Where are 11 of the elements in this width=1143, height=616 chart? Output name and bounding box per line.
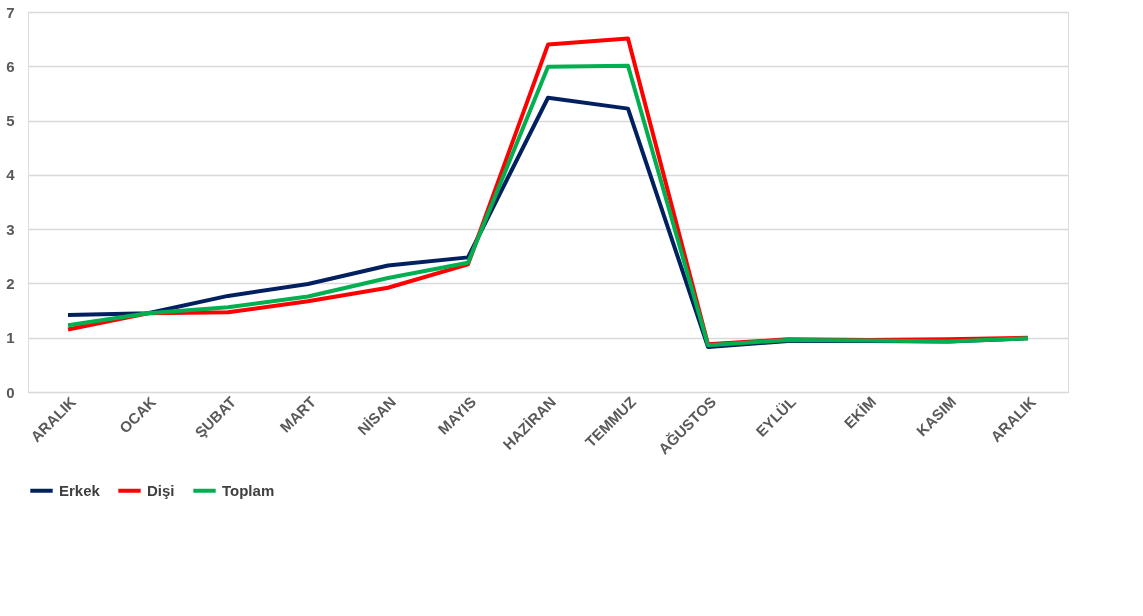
y-tick-label: 6 [6,57,15,75]
legend-label: Dişi [147,481,175,499]
legend-label: Erkek [59,481,101,499]
y-tick-label: 1 [6,329,15,347]
y-tick-label: 2 [6,274,15,292]
y-tick-label: 0 [6,383,15,401]
legend-label: Toplam [222,481,275,499]
y-tick-label: 4 [6,166,16,184]
y-tick-label: 7 [6,3,15,21]
y-tick-label: 3 [6,220,15,238]
y-tick-label: 5 [6,112,15,130]
